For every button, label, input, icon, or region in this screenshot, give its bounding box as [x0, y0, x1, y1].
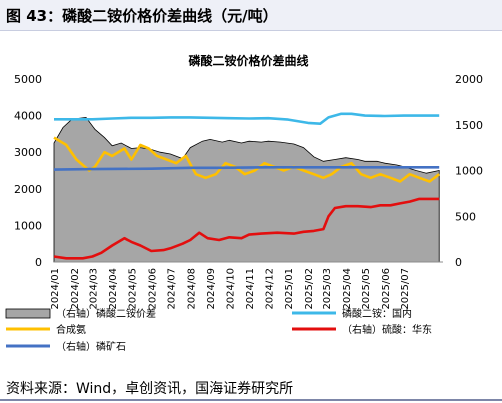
series-line-（右轴）硫酸：华东 [53, 197, 440, 260]
legend-label: （右轴）硫酸：华东 [342, 323, 432, 336]
legend-label: （右轴）磷矿石 [56, 340, 126, 353]
chart-title: 磷酸二铵价格价差曲线 [188, 53, 308, 68]
right-axis-tick-label: 1000 [455, 165, 483, 178]
left-axis-tick-label: 5000 [14, 73, 42, 86]
series-area-（右轴）磷酸二铵价差 [53, 116, 440, 263]
right-axis-tick-label: 2000 [455, 73, 483, 86]
series-line-磷酸二铵：国内 [54, 112, 440, 125]
x-axis-tick-label: 2025/03 [322, 268, 333, 310]
left-axis-tick-label: 0 [35, 256, 42, 269]
x-axis-tick-label: 2024/03 [88, 268, 99, 310]
figure-title: 图 43：磷酸二铵价格价差曲线（元/吨） [6, 7, 278, 25]
legend-label: （右轴）磷酸二铵价差 [56, 307, 156, 320]
left-axis-tick-label: 4000 [14, 110, 42, 123]
legend-label: 合成氨 [56, 323, 86, 336]
left-axis-tick-label: 3000 [14, 146, 42, 159]
left-axis-tick-label: 1000 [14, 219, 42, 232]
x-axis-tick-label: 2025/06 [381, 268, 392, 310]
right-axis-tick-label: 500 [455, 210, 476, 223]
x-axis-tick-label: 2024/08 [186, 268, 197, 310]
legend-label: 磷酸二铵：国内 [342, 307, 412, 320]
x-axis-tick-label: 2025/05 [361, 268, 372, 310]
figure-header: 图 43：磷酸二铵价格价差曲线（元/吨） [0, 0, 502, 31]
price-spread-chart: 磷酸二铵价格价差曲线 0 1000 2000 3000 4000 5000 0 500 1000 1… [5, 53, 483, 353]
series-line-（右轴）磷矿石 [53, 166, 440, 171]
x-axis-tick-label: 2024/12 [264, 268, 275, 310]
left-axis-tick-label: 2000 [14, 183, 42, 196]
x-axis-tick-label: 2025/07 [400, 268, 411, 310]
bottom-rule [0, 399, 502, 401]
x-axis-tick-label: 2024/01 [50, 268, 61, 310]
x-axis-tick-label: 2024/02 [70, 268, 81, 310]
x-axis-tick-label: 2024/07 [166, 268, 177, 310]
x-axis-tick-label: 2024/04 [108, 268, 119, 310]
x-axis-tick-label: 2024/09 [206, 268, 217, 310]
x-axis-tick-label: 2024/11 [245, 268, 256, 310]
series-line-合成氨 [53, 136, 440, 183]
x-axis-tick-label: 2025/01 [284, 268, 295, 310]
source-note: 资料来源：Wind，卓创资讯，国海证券研究所 [6, 381, 294, 397]
x-axis-tick-label: 2024/06 [147, 268, 158, 310]
right-axis-tick-label: 0 [455, 256, 462, 269]
x-axis-tick-label: 2024/05 [127, 268, 138, 310]
x-axis-tick-label: 2025/04 [342, 268, 353, 310]
legend-swatch [5, 308, 51, 319]
x-axis-tick-label: 2024/10 [225, 268, 236, 310]
right-axis-tick-label: 1500 [455, 119, 483, 132]
x-axis-tick-label: 2025/02 [304, 268, 315, 310]
